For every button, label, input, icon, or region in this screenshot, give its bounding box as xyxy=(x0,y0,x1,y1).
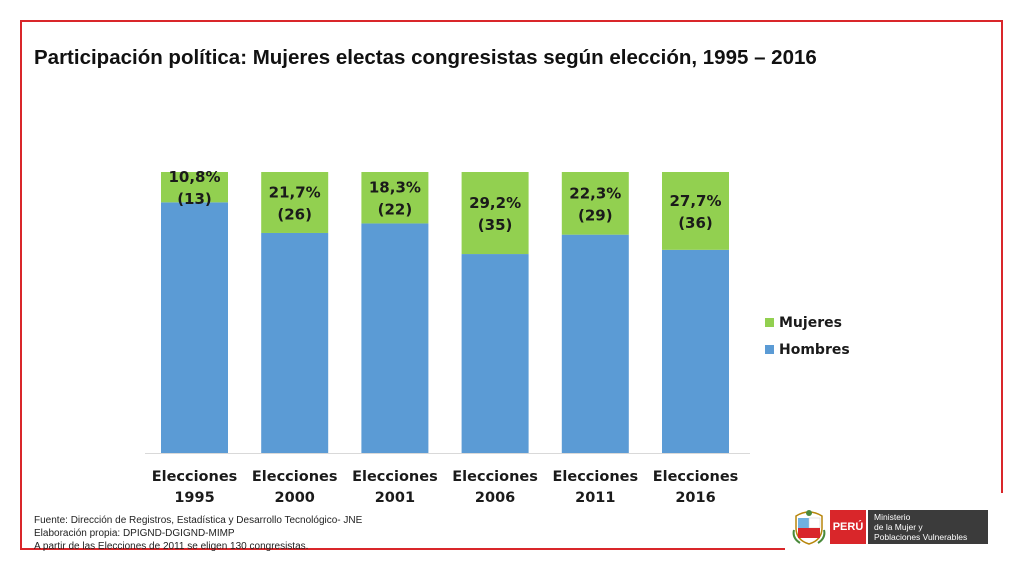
legend-swatch xyxy=(765,318,774,327)
frame-right-border xyxy=(1001,20,1003,493)
x-tick-label: Elecciones xyxy=(352,469,438,485)
x-tick-label: 2000 xyxy=(275,490,315,506)
bar-mujeres xyxy=(361,172,429,224)
bar-mujeres xyxy=(261,172,329,233)
data-label-count: (29) xyxy=(578,206,613,224)
data-label-count: (36) xyxy=(678,214,713,232)
data-label-percent: 29,2% xyxy=(469,194,521,212)
x-tick-label: Elecciones xyxy=(252,469,338,485)
peru-wordmark: PERÚ xyxy=(830,510,866,544)
x-tick-label: Elecciones xyxy=(152,469,238,485)
x-tick-label: Elecciones xyxy=(552,469,638,485)
frame-left-border xyxy=(20,20,22,550)
bar-hombres xyxy=(561,234,629,453)
data-label-percent: 27,7% xyxy=(669,192,721,210)
elaboration-note: Elaboración propia: DPIGND-DGIGND-MIMP xyxy=(34,528,235,539)
bar-hombres xyxy=(361,223,429,453)
ministry-line: de la Mujer y xyxy=(874,522,923,532)
data-label-count: (22) xyxy=(378,201,413,219)
frame-bottom-border xyxy=(20,548,785,550)
source-note: Fuente: Dirección de Registros, Estadíst… xyxy=(34,515,363,526)
coat-of-arms-icon xyxy=(792,510,826,545)
congress-note: A partir de las Elecciones de 2011 se el… xyxy=(34,541,309,552)
frame-top-border xyxy=(20,20,1003,22)
slide-title: Participación política: Mujeres electas … xyxy=(34,46,817,69)
legend-entry: Hombres xyxy=(779,342,850,358)
x-tick-label: 2001 xyxy=(375,490,415,506)
ministry-wordmark: Ministerio de la Mujer y Poblaciones Vul… xyxy=(868,510,988,544)
x-tick-label: 2016 xyxy=(675,490,715,506)
bar-mujeres xyxy=(161,172,228,203)
x-tick-label: Elecciones xyxy=(653,469,739,485)
data-label-percent: 22,3% xyxy=(569,184,621,202)
x-tick-label: Elecciones xyxy=(452,469,538,485)
data-label-count: (35) xyxy=(478,216,513,234)
legend-entry: Mujeres xyxy=(779,315,842,331)
data-label-percent: 21,7% xyxy=(269,183,321,201)
data-label-count: (13) xyxy=(177,190,212,208)
bar-mujeres xyxy=(662,172,729,250)
x-tick-label: 2011 xyxy=(575,490,615,506)
data-label-count: (26) xyxy=(277,205,312,223)
bar-hombres xyxy=(461,254,529,453)
x-tick-label: 1995 xyxy=(174,490,214,506)
bar-hombres xyxy=(161,202,228,453)
ministry-line: Poblaciones Vulnerables xyxy=(874,532,968,542)
data-label-percent: 10,8% xyxy=(168,168,220,186)
bar-hombres xyxy=(261,232,329,453)
bar-mujeres xyxy=(561,172,629,235)
bar-hombres xyxy=(662,249,729,453)
data-label-percent: 18,3% xyxy=(369,179,421,197)
bar-mujeres xyxy=(461,172,529,255)
legend-swatch xyxy=(765,345,774,354)
ministry-line: Ministerio xyxy=(874,512,911,522)
ministry-logo: PERÚ Ministerio de la Mujer y Poblacione… xyxy=(792,508,988,546)
source-notes: Fuente: Dirección de Registros, Estadíst… xyxy=(34,514,362,553)
x-tick-label: 2006 xyxy=(475,490,515,506)
